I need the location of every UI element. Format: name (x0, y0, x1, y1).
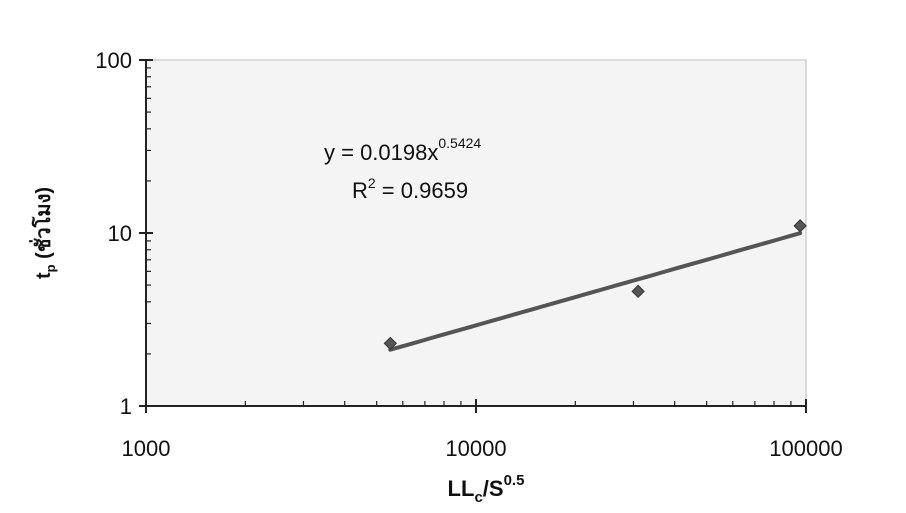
y-axis-label-rest: (ชั่วโมง) (28, 187, 55, 264)
y-axis-label: tp (ชั่วโมง) (28, 187, 58, 279)
plot-area (146, 60, 806, 406)
equation-prefix: y = 0.0198x (324, 140, 438, 165)
x-axis-label-sup: 0.5 (504, 472, 525, 489)
y-tick-label: 10 (108, 221, 132, 246)
x-axis-label-main: LL (448, 476, 475, 501)
x-axis-label: LLc/S0.5 (448, 472, 525, 506)
x-tick-label: 100000 (769, 436, 842, 461)
y-axis-label-sub: p (43, 264, 58, 272)
y-tick-label: 1 (120, 394, 132, 419)
equation-exponent: 0.5424 (438, 135, 481, 151)
y-tick-label: 100 (95, 48, 132, 73)
x-axis-label-sub: c (474, 489, 482, 506)
x-axis-label-mid: /S (483, 476, 504, 501)
x-tick-label: 10000 (445, 436, 506, 461)
r2-suffix: = 0.9659 (376, 178, 468, 203)
r2-prefix: R (352, 178, 368, 203)
x-tick-label: 1000 (122, 436, 171, 461)
chart-container: 1 10 100 1000 10000 100000 y = 0.0198x0.5424 … (6, 4, 900, 509)
r2-exponent: 2 (368, 175, 376, 191)
